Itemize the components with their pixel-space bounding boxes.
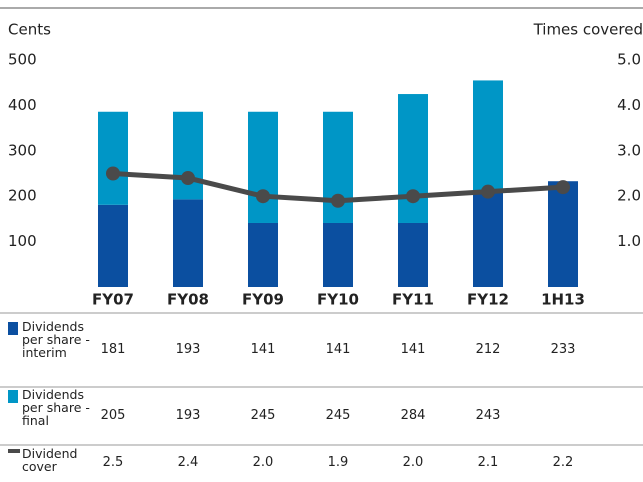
legend-label: Dividends per share -final [22, 387, 90, 428]
x-tick-label: FY12 [467, 291, 509, 309]
table-value: 2.0 [252, 455, 274, 470]
y2-tick-label: 4.0 [617, 96, 641, 114]
table-value: 2.0 [402, 455, 424, 470]
table-value: 141 [325, 342, 351, 357]
cover-marker [256, 189, 270, 204]
bar [398, 222, 428, 287]
table-value: 245 [250, 408, 276, 423]
y2-tick-label: 3.0 [617, 141, 641, 159]
x-tick-label: FY10 [317, 291, 359, 309]
x-tick-label: FY09 [242, 291, 284, 309]
table-value: 205 [100, 408, 126, 423]
table-value: 284 [400, 408, 426, 423]
table-value: 181 [100, 342, 126, 357]
cover-marker [481, 184, 495, 199]
bar [98, 111, 128, 205]
cover-marker [406, 189, 420, 204]
table-value: 2.1 [477, 455, 499, 470]
table-value: 141 [400, 342, 426, 357]
table-value: 2.4 [177, 455, 199, 470]
bar [248, 222, 278, 287]
table-value: 243 [475, 408, 501, 423]
legend-swatch [8, 449, 20, 453]
y2-tick-label: 5.0 [617, 51, 641, 69]
legend-swatch [8, 390, 18, 403]
bar [548, 181, 578, 287]
y2-tick-label: 1.0 [617, 232, 641, 250]
x-tick-label: 1H13 [541, 291, 585, 309]
table-value: 141 [250, 342, 276, 357]
bar [173, 111, 203, 200]
x-tick-label: FY07 [92, 291, 134, 309]
bar [173, 199, 203, 287]
bar [98, 204, 128, 287]
table-value: 233 [550, 342, 576, 357]
x-tick-label: FY08 [167, 291, 209, 309]
y2-axis-label: Times covered [533, 21, 643, 39]
y2-tick-label: 2.0 [617, 187, 641, 205]
cover-marker [106, 166, 120, 181]
y-tick-label: 300 [8, 141, 37, 159]
legend-label: Dividend cover [22, 446, 78, 474]
table-value: 193 [175, 408, 201, 423]
table-value: 1.9 [327, 455, 349, 470]
table-value: 245 [325, 408, 351, 423]
y-tick-label: 200 [8, 187, 37, 205]
bar [473, 190, 503, 287]
y-tick-label: 100 [8, 232, 37, 250]
y-tick-label: 500 [8, 51, 37, 69]
x-tick-label: FY11 [392, 291, 434, 309]
y-tick-label: 400 [8, 96, 37, 114]
cover-marker [181, 171, 195, 186]
cover-marker [331, 193, 345, 208]
table-value: 2.2 [552, 455, 574, 470]
table-value: 2.5 [102, 455, 124, 470]
y-axis-label: Cents [8, 21, 51, 39]
bar [398, 94, 428, 223]
bar [473, 80, 503, 191]
cover-marker [556, 180, 570, 195]
table-value: 212 [475, 342, 501, 357]
legend-label: Dividends per share -interim [22, 319, 90, 360]
bar [248, 111, 278, 223]
legend-swatch [8, 322, 18, 335]
bar [323, 222, 353, 287]
table-value: 193 [175, 342, 201, 357]
